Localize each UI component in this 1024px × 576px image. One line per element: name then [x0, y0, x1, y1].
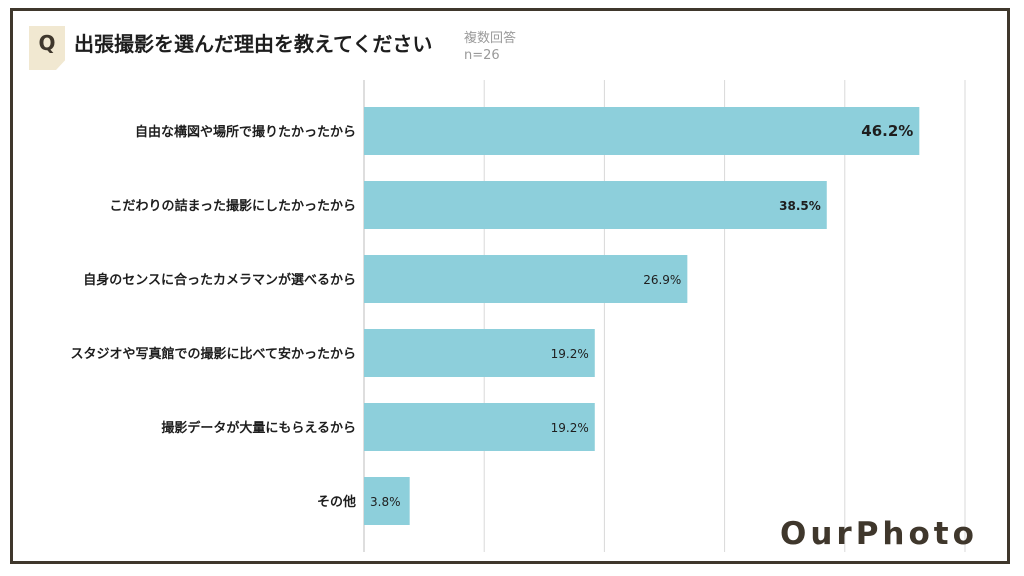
question-badge: [29, 26, 65, 70]
bar: [364, 107, 920, 155]
category-label: その他: [317, 494, 356, 510]
bar: [364, 329, 595, 377]
value-label: 46.2%: [861, 122, 913, 140]
value-label: 38.5%: [779, 199, 821, 213]
bar: [364, 255, 688, 303]
bar: [364, 403, 595, 451]
category-label: 自由な構図や場所で撮りたかったから: [135, 124, 356, 140]
question-badge-letter: Q: [38, 31, 56, 55]
value-label: 3.8%: [370, 495, 401, 509]
category-label: 自身のセンスに合ったカメラマンが選べるから: [83, 272, 356, 288]
category-label: スタジオや写真館での撮影に比べて安かったから: [71, 346, 356, 362]
category-label: こだわりの詰まった撮影にしたかったから: [110, 198, 356, 214]
value-label: 19.2%: [551, 347, 589, 361]
brand-logo: OurPhoto: [780, 516, 978, 552]
question-title: 出張撮影を選んだ理由を教えてください: [74, 32, 433, 56]
value-label: 19.2%: [551, 421, 589, 435]
value-label: 26.9%: [643, 273, 681, 287]
answer-type-note: 複数回答: [464, 31, 517, 46]
category-label: 撮影データが大量にもらえるから: [161, 420, 356, 436]
sample-size: n=26: [464, 48, 500, 63]
bar: [364, 181, 827, 229]
bar: [364, 477, 410, 525]
question-meta: 複数回答 n=26: [464, 30, 516, 64]
